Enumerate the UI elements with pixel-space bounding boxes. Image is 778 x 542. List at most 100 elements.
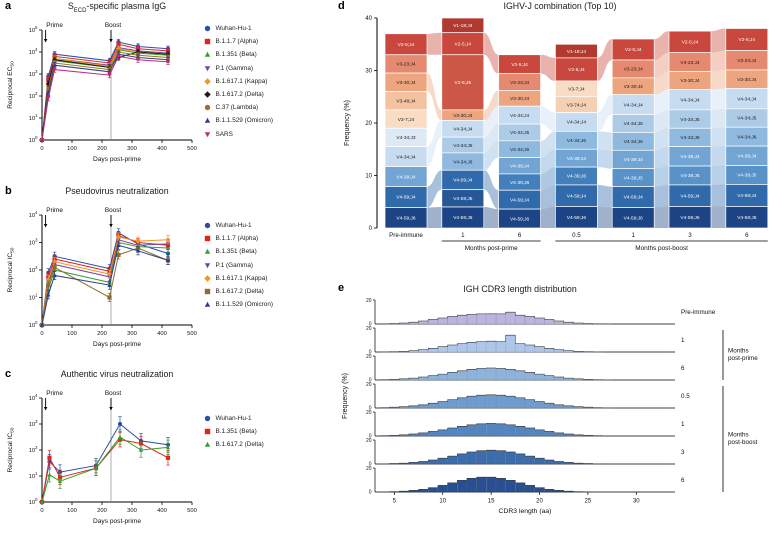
svg-text:V4-34;J4: V4-34;J4 [680,97,700,103]
svg-text:Days post-prime: Days post-prime [93,341,141,348]
svg-text:V4-59;J5: V4-59;J5 [453,196,473,202]
svg-text:1: 1 [681,421,685,428]
svg-text:V3-30;J4: V3-30;J4 [624,84,644,90]
svg-text:V4-39;J5: V4-39;J5 [624,175,644,181]
flow-ribbon [427,207,442,228]
flow-ribbon [711,127,726,147]
svg-text:101: 101 [29,113,38,122]
triangle-down-marker-icon [204,65,211,71]
svg-text:V4-39;J4: V4-39;J4 [396,174,416,180]
svg-text:V4-39;J6: V4-39;J6 [567,174,587,180]
svg-text:3: 3 [681,449,685,456]
legend-label: B.1.1.7 (Alpha) [215,235,259,243]
legend-item-b-1-351-beta: B.1.351 (Beta) [203,50,273,59]
flow-ribbon [483,32,499,74]
svg-text:1: 1 [631,232,635,239]
flow-ribbon [711,146,726,167]
svg-text:V1-18;J4: V1-18;J4 [567,49,587,55]
svg-text:V4-34;J5: V4-34;J5 [737,116,757,122]
pseudovirus-legend: Wuhan-Hu-1 B.1.1.7 (Alpha) B.1.351 (Beta) P… [203,221,273,309]
svg-text:102: 102 [29,91,38,100]
legend-item-b-1-617-2-delta: B.1.617.2 (Delta) [203,440,264,449]
legend-label: Wuhan-Hu-1 [215,25,252,32]
svg-text:400: 400 [157,146,167,152]
legend-label: B.1.351 (Beta) [215,428,257,436]
svg-text:V3-48;J4: V3-48;J4 [396,98,416,104]
svg-text:V4-59;J6: V4-59;J6 [510,216,530,222]
svg-text:100: 100 [67,508,77,514]
svg-text:40: 40 [365,16,372,22]
flow-ribbon [654,109,669,133]
flow-ribbon [427,73,442,121]
flow-ribbon [654,89,669,115]
panel-e-title-pre: IGH CDR3 length distribution [463,284,577,294]
legend-label: Wuhan-Hu-1 [215,222,252,229]
svg-text:Months post-boost: Months post-boost [635,245,688,252]
series-b-1-351-beta [39,46,171,142]
panel-a-letter: a [5,0,12,12]
series-c-37-lambda [39,49,171,143]
svg-text:105: 105 [29,25,38,34]
legend-item-b-1-1-529-omicron: B.1.1.529 (Omicron) [203,300,273,309]
svg-text:Prime: Prime [46,390,63,397]
flow-ribbon [483,207,499,228]
svg-text:V4-59;J4: V4-59;J4 [567,193,587,199]
svg-text:V4-59;J4: V4-59;J4 [624,195,644,201]
panel-c-title: Authentic virus neutralization [22,369,212,382]
svg-text:V4-34;J6: V4-34;J6 [737,134,757,140]
legend-label: B.1.351 (Beta) [215,248,257,256]
svg-text:100: 100 [29,497,38,506]
boost-annotation: Boost [105,390,121,411]
legend-label: B.1.617.2 (Delta) [215,287,264,295]
svg-text:Days post-prime: Days post-prime [93,518,141,525]
svg-text:V4-34;J6: V4-34;J6 [624,139,644,145]
flow-ribbon [654,206,669,228]
svg-text:Months post-prime: Months post-prime [465,245,518,252]
svg-text:100: 100 [29,135,38,144]
flow-ribbon [654,52,669,78]
svg-text:30: 30 [633,499,640,505]
flow-ribbon [711,88,726,110]
svg-text:V3-7;J4: V3-7;J4 [398,117,415,123]
svg-text:0: 0 [369,350,372,356]
legend-label: P.1 (Gamma) [215,64,254,72]
legend-label: B.1.617.2 (Delta) [215,441,264,449]
circle-marker-icon [204,25,211,32]
y-axis-label: Frequency (%) [342,373,349,419]
svg-text:V3-23;J4: V3-23;J4 [624,67,644,73]
ridge-row-0-pre-immune: 20 0 Pre-immune [366,298,716,328]
triangle-marker-icon [204,301,211,307]
svg-text:Pre-immune: Pre-immune [681,309,716,316]
svg-text:101: 101 [29,293,38,302]
svg-text:V4-59;J4: V4-59;J4 [680,193,700,199]
svg-text:V3-30;J4: V3-30;J4 [737,77,757,83]
triangle-marker-icon [204,52,211,58]
svg-text:V4-39;J4: V4-39;J4 [680,154,700,160]
svg-text:0.5: 0.5 [572,232,581,239]
svg-text:103: 103 [29,69,38,78]
svg-text:500: 500 [187,146,197,152]
svg-text:6: 6 [681,365,685,372]
circle-marker-icon [204,222,211,229]
svg-text:V4-59;J4: V4-59;J4 [510,197,530,203]
svg-text:V4-59;J6: V4-59;J6 [453,215,473,221]
flow-ribbon [427,120,442,167]
svg-text:V4-34;J4: V4-34;J4 [624,102,644,108]
legend-label: B.1.1.529 (Omicron) [215,117,274,125]
svg-text:V2-5;J4: V2-5;J4 [455,41,472,47]
panel-a-title-sub: ECD [73,7,87,14]
svg-text:V4-39;J6: V4-39;J6 [510,180,530,186]
svg-text:20: 20 [366,354,372,360]
flow-ribbon [540,54,556,81]
panel-d-title-pre: IGHV-J combination (Top 10) [503,1,617,11]
y-axis-label: Frequency (%) [344,100,351,146]
panel-c-title-pre: Authentic virus neutralization [60,369,174,379]
legend-item-wuhan-hu-1: Wuhan-Hu-1 [203,414,264,423]
flow-ribbon [597,206,613,228]
circle-marker-icon [204,415,211,422]
flow-ribbon [483,90,499,121]
